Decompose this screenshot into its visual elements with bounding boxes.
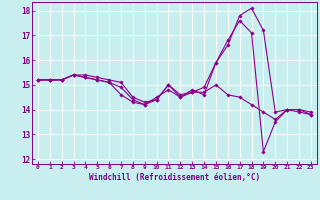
X-axis label: Windchill (Refroidissement éolien,°C): Windchill (Refroidissement éolien,°C)	[89, 173, 260, 182]
